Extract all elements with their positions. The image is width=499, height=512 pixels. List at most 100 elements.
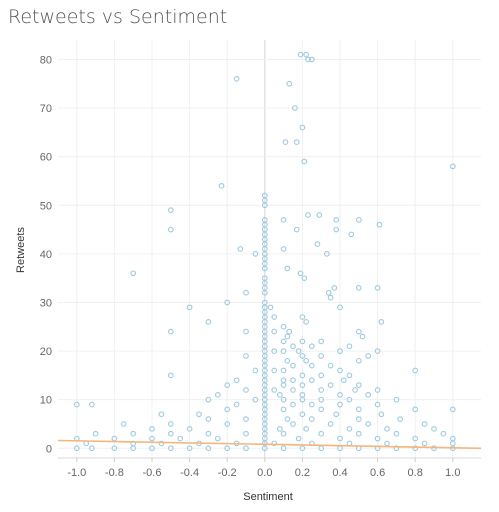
data-point: [318, 353, 325, 359]
data-point: [280, 430, 287, 437]
data-point: [374, 285, 381, 291]
data-point: [149, 435, 155, 442]
data-point: [340, 377, 347, 384]
data-point: [271, 328, 278, 335]
data-point: [412, 367, 419, 374]
data-point: [224, 299, 231, 306]
y-axis-ticks: 0 10 20 30 40 50 60 70 80: [40, 54, 52, 455]
data-point: [167, 328, 174, 335]
x-tick-label: -1.0: [67, 467, 86, 479]
data-point: [378, 319, 385, 325]
y-tick-label: 20: [40, 346, 52, 358]
data-point: [252, 251, 259, 257]
data-point: [440, 430, 447, 437]
data-point: [299, 445, 306, 452]
data-point: [167, 421, 174, 427]
data-point: [261, 202, 268, 209]
data-point: [355, 430, 362, 437]
data-point: [355, 285, 362, 291]
data-point: [205, 319, 212, 325]
y-tick-label: 60: [40, 152, 52, 164]
data-point: [271, 387, 278, 393]
data-point: [167, 372, 174, 379]
data-point: [308, 362, 315, 369]
data-point: [120, 421, 127, 427]
y-tick-label: 30: [40, 297, 52, 309]
y-axis-label: Retweets: [15, 227, 27, 273]
data-point: [299, 338, 306, 345]
data-point: [316, 212, 323, 218]
data-point: [284, 265, 291, 272]
data-point: [421, 440, 428, 447]
data-point: [299, 124, 306, 131]
data-point: [284, 357, 291, 364]
data-point: [158, 440, 165, 447]
data-point: [303, 319, 310, 325]
data-point: [318, 338, 325, 345]
data-point: [374, 387, 381, 393]
data-point: [355, 382, 362, 388]
data-point: [337, 435, 343, 442]
data-point: [233, 76, 240, 82]
data-point: [301, 275, 308, 282]
data-point: [355, 216, 362, 223]
data-point: [308, 416, 315, 422]
data-point: [449, 406, 456, 413]
data-point: [333, 226, 340, 233]
x-axis-ticks: -1.0 -0.8 -0.6 -0.4 -0.2 0.0 0.2 0.4 0.6 0.8 1.0: [67, 458, 460, 479]
data-point: [286, 80, 293, 87]
data-point: [243, 289, 249, 296]
data-point: [355, 416, 362, 422]
data-point: [243, 353, 249, 359]
data-point: [346, 425, 353, 432]
data-point: [280, 348, 287, 354]
y-tick-label: 10: [40, 395, 52, 407]
y-tick-label: 80: [40, 54, 52, 66]
data-point: [290, 401, 296, 408]
data-point: [280, 445, 287, 452]
data-point: [214, 435, 221, 442]
data-point: [224, 445, 231, 452]
data-point: [333, 411, 340, 418]
y-tick-label: 70: [40, 103, 52, 115]
data-point: [327, 382, 334, 388]
data-point: [305, 56, 311, 63]
data-point: [243, 430, 249, 437]
data-point: [111, 445, 118, 452]
data-point: [290, 421, 296, 427]
data-point: [323, 251, 330, 257]
x-tick-label: 0.8: [408, 467, 423, 479]
data-point: [412, 406, 419, 413]
x-tick-label: -0.4: [180, 467, 199, 479]
data-point: [280, 377, 287, 384]
data-point: [186, 304, 193, 311]
data-point: [384, 440, 390, 447]
data-point: [365, 391, 372, 398]
data-point: [92, 430, 99, 437]
data-point: [233, 401, 240, 408]
data-point: [318, 406, 325, 413]
data-point: [167, 445, 174, 452]
data-point: [303, 51, 310, 58]
data-point: [243, 328, 249, 335]
data-point: [280, 246, 287, 252]
data-point: [299, 314, 306, 320]
data-point: [346, 343, 353, 350]
data-point: [325, 289, 332, 296]
data-point: [293, 139, 300, 145]
data-point: [261, 445, 268, 452]
data-point: [355, 357, 362, 364]
data-point: [252, 396, 259, 403]
data-point: [327, 421, 334, 427]
data-point: [365, 353, 372, 359]
data-point: [374, 401, 381, 408]
data-point: [280, 382, 287, 388]
data-point: [376, 221, 383, 228]
data-point: [305, 212, 311, 218]
data-point: [149, 425, 155, 432]
chart-title: Retweets vs Sentiment: [8, 6, 228, 28]
data-point: [280, 367, 287, 374]
data-point: [280, 396, 287, 403]
data-point: [267, 304, 274, 311]
